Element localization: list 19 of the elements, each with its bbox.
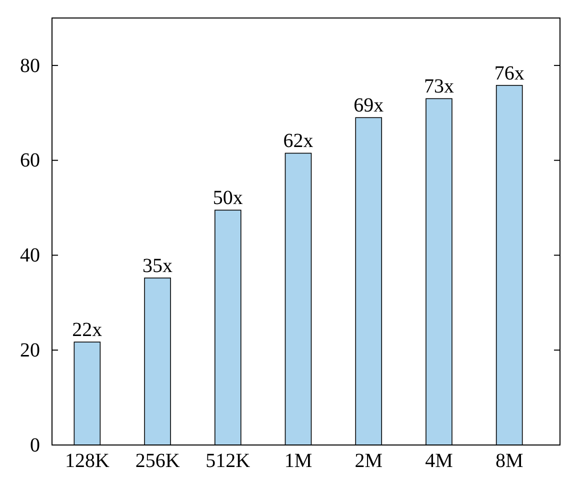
x-tick-label: 512K [206, 450, 251, 472]
data-label: 62x [283, 130, 314, 152]
data-label: 73x [424, 76, 454, 98]
y-tick-label: 20 [20, 340, 40, 362]
data-label: 50x [212, 187, 243, 210]
data-label: 69x [354, 94, 384, 117]
x-tick-label: 2M [354, 450, 383, 472]
x-tick-label: 4M [425, 450, 454, 472]
x-tick-label: 1M [284, 450, 312, 472]
data-label: 22x [72, 319, 102, 342]
x-tick-label: 128K [64, 450, 110, 472]
data-label: 76x [494, 62, 524, 84]
x-tick-label: 8M [495, 450, 524, 472]
y-tick-label: 80 [20, 54, 40, 77]
y-tick-label: 40 [20, 244, 40, 267]
data-label: 35x [142, 254, 173, 277]
x-tick-label: 256K [135, 450, 180, 472]
y-tick-label: 60 [20, 150, 40, 172]
y-tick-label: 0 [30, 434, 40, 456]
